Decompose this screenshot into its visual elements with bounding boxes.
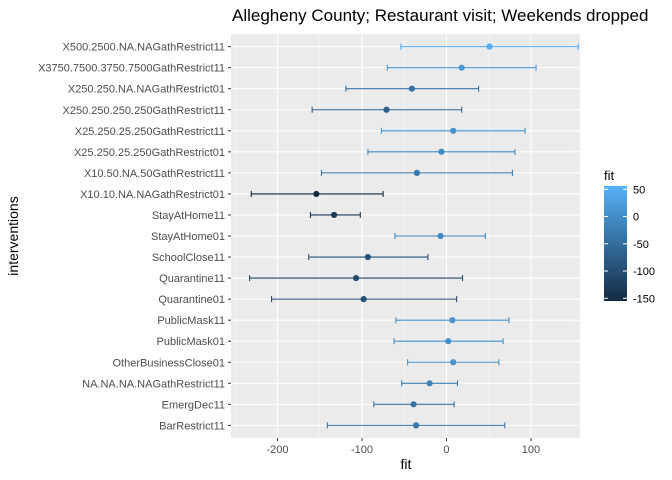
legend-tick-label: 50 [633,184,645,196]
y-axis-ticks: X500.2500.NA.NAGathRestrict11 X3750.7500.… [38,42,231,432]
data-point [486,43,493,50]
x-tick-label: -100 [351,444,373,456]
legend-tick-label: -50 [633,239,649,251]
data-point [408,85,415,92]
data-point [458,64,465,71]
chart-title: Allegheny County; Restaurant visit; Week… [232,6,648,25]
x-axis-title: fit [401,456,412,472]
data-point [410,401,417,408]
data-point [445,338,452,345]
data-point [437,232,444,240]
y-tick-label: StayAtHome01 [151,231,225,243]
data-point [330,211,338,219]
y-tick-label: StayAtHome11 [152,210,225,222]
points [313,43,493,429]
x-tick-label: -200 [266,444,288,456]
y-tick-label: X10.50.NA.50GathRestrict11 [84,168,225,180]
y-tick-label: SchoolClose11 [152,252,225,264]
x-tick-label: 100 [522,444,540,456]
y-tick-label: X25.250.25.250GathRestrict11 [75,126,225,138]
data-point [450,359,457,366]
x-tick-label: 0 [443,444,449,456]
data-point [313,190,320,198]
y-tick-label: X250.250.NA.NAGathRestrict01 [68,84,225,96]
legend: fit 50 0 -50 -100 -150 [604,168,655,305]
data-point [360,296,367,303]
data-point [412,422,420,429]
y-tick-label: X3750.7500.3750.7500GathRestrict11 [38,63,225,75]
y-axis-title: interventions [5,196,21,275]
data-point [438,148,445,155]
y-tick-label: X10.10.NA.NAGathRestrict01 [80,189,225,201]
x-axis-ticks: -200 -100 0 100 [266,438,540,456]
y-tick-label: OtherBusinessClose01 [112,357,225,369]
legend-ticks: 50 0 -50 -100 -150 [604,184,655,305]
legend-tick-label: 0 [633,212,639,224]
legend-tick-label: -150 [633,293,655,305]
legend-colorbar [604,186,627,301]
y-tick-label: Quarantine01 [158,294,225,306]
data-point [364,253,371,261]
y-tick-label: PublicMask11 [157,315,225,327]
data-point [450,127,457,134]
data-point [426,380,433,387]
y-tick-label: PublicMask01 [157,336,225,348]
data-point [413,169,421,176]
y-tick-label: X250.250.250.250GathRestrict11 [63,105,225,117]
y-tick-label: NA.NA.NA.NAGathRestrict11 [82,378,225,390]
y-tick-label: EmergDec11 [162,399,225,411]
y-tick-label: BarRestrict11 [159,420,225,432]
legend-title: fit [604,168,615,183]
data-point [449,317,456,324]
y-tick-label: Quarantine11 [159,273,225,285]
data-point [352,274,360,282]
y-tick-label: X25.250.25.250GathRestrict01 [74,147,225,159]
y-tick-label: X500.2500.NA.NAGathRestrict11 [63,42,225,54]
data-point [383,106,390,113]
legend-tick-label: -100 [633,266,655,278]
